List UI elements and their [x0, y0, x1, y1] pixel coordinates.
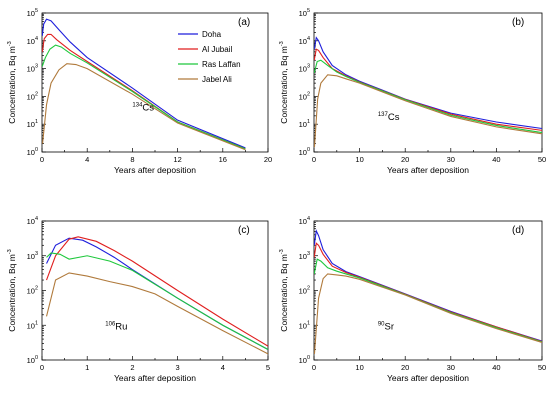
y-tick-label: 102	[299, 286, 310, 296]
series-line-jabel-ali	[314, 74, 542, 148]
y-tick-label: 104	[299, 36, 310, 46]
legend: Doha Al Jubail Ras Laffan Jabel Ali	[178, 30, 241, 84]
x-tick-label: 3	[176, 363, 180, 372]
y-tick-label: 102	[299, 91, 310, 101]
y-axis-title: Concentration, Bq m-3	[279, 249, 289, 331]
series-line-al-jubail	[314, 242, 542, 343]
legend-label: Al Jubail	[202, 45, 232, 54]
x-tick-label: 4	[85, 155, 89, 164]
y-tick-label: 104	[299, 216, 310, 226]
x-tick-label: 2	[130, 363, 134, 372]
x-tick-label: 20	[401, 363, 409, 372]
panel-label: (c)	[238, 225, 250, 236]
chart-panel-1: 0 4 8 12 16 20 100 101 102 103 104 105 (a) 134Cs Years…	[7, 8, 272, 175]
x-tick-label: 0	[312, 155, 316, 164]
series-line-ras-laffan	[42, 44, 246, 150]
x-tick-label: 16	[219, 155, 227, 164]
y-axis-title: Concentration, Bq m-3	[7, 249, 17, 331]
chart-panel-2: 0 10 20 30 40 50 100 101 102 103 104 105 (b) 137Cs Yea…	[279, 8, 546, 175]
x-tick-label: 0	[312, 363, 316, 372]
y-tick-label: 105	[299, 8, 310, 18]
series-line-al-jubail	[314, 48, 542, 131]
series-line-jabel-ali	[45, 272, 268, 355]
y-tick-label: 100	[299, 355, 310, 365]
isotope-label: 90Sr	[378, 321, 394, 332]
series-line-doha	[46, 237, 268, 351]
plot-frame	[41, 220, 269, 361]
y-axis-title: Concentration, Bq m-3	[7, 41, 17, 123]
y-tick-label: 103	[27, 251, 38, 261]
x-tick-label: 50	[538, 363, 546, 372]
x-tick-label: 0	[40, 363, 44, 372]
y-tick-label: 105	[27, 8, 38, 18]
x-tick-label: 40	[492, 363, 500, 372]
x-tick-label: 10	[355, 155, 363, 164]
legend-label: Jabel Ali	[202, 75, 232, 84]
y-tick-label: 101	[299, 320, 310, 330]
x-tick-label: 20	[264, 155, 272, 164]
x-tick-label: 5	[266, 363, 270, 372]
x-tick-label: 8	[130, 155, 134, 164]
y-tick-label: 100	[27, 355, 38, 365]
isotope-label: 134Cs	[132, 102, 154, 113]
panel-label: (b)	[512, 17, 524, 28]
series-line-al-jubail	[46, 236, 268, 347]
x-tick-label: 40	[492, 155, 500, 164]
x-tick-label: 1	[85, 363, 89, 372]
plot-frame	[41, 12, 269, 153]
series-line-doha	[314, 229, 542, 342]
y-axis-title: Concentration, Bq m-3	[279, 41, 289, 123]
panel-label: (a)	[238, 17, 250, 28]
panel-label: (d)	[512, 225, 524, 236]
chart-panel-4: 0 10 20 30 40 50 100 101 102 103 104 (d) 90Sr Years a…	[279, 216, 546, 383]
y-tick-label: 101	[27, 119, 38, 129]
series-line-ras-laffan	[314, 59, 542, 134]
x-axis-title: Years after deposition	[387, 373, 469, 383]
x-axis-title: Years after deposition	[114, 373, 196, 383]
plot-frame	[313, 12, 543, 153]
x-axis-title: Years after deposition	[114, 165, 196, 175]
isotope-label: 106Ru	[105, 321, 127, 332]
series-line-doha	[42, 18, 246, 149]
y-tick-label: 104	[27, 36, 38, 46]
y-tick-label: 100	[27, 147, 38, 157]
isotope-label: 137Cs	[378, 112, 400, 123]
chart-panel-3: 0 1 2 3 4 5 100 101 102 103 104 (c) 106Ru Years after…	[7, 216, 270, 383]
series-line-ras-laffan	[314, 258, 542, 343]
x-tick-label: 10	[355, 363, 363, 372]
series-line-ras-laffan	[46, 252, 268, 351]
series-line-jabel-ali	[42, 63, 246, 151]
x-tick-label: 50	[538, 155, 546, 164]
y-tick-label: 102	[27, 91, 38, 101]
x-tick-label: 30	[447, 155, 455, 164]
plot-frame	[313, 220, 543, 361]
y-tick-label: 104	[27, 216, 38, 226]
x-tick-label: 20	[401, 155, 409, 164]
x-tick-label: 4	[221, 363, 225, 372]
y-tick-label: 103	[27, 64, 38, 74]
y-tick-label: 101	[27, 320, 38, 330]
y-tick-label: 103	[299, 251, 310, 261]
y-tick-label: 100	[299, 147, 310, 157]
y-tick-label: 101	[299, 119, 310, 129]
x-tick-label: 0	[40, 155, 44, 164]
x-axis-title: Years after deposition	[387, 165, 469, 175]
legend-label: Ras Laffan	[202, 60, 241, 69]
series-line-doha	[314, 36, 542, 130]
x-tick-label: 30	[447, 363, 455, 372]
legend-label: Doha	[202, 30, 222, 39]
y-tick-label: 103	[299, 64, 310, 74]
x-tick-label: 12	[173, 155, 181, 164]
series-line-jabel-ali	[314, 273, 542, 354]
y-tick-label: 102	[27, 286, 38, 296]
